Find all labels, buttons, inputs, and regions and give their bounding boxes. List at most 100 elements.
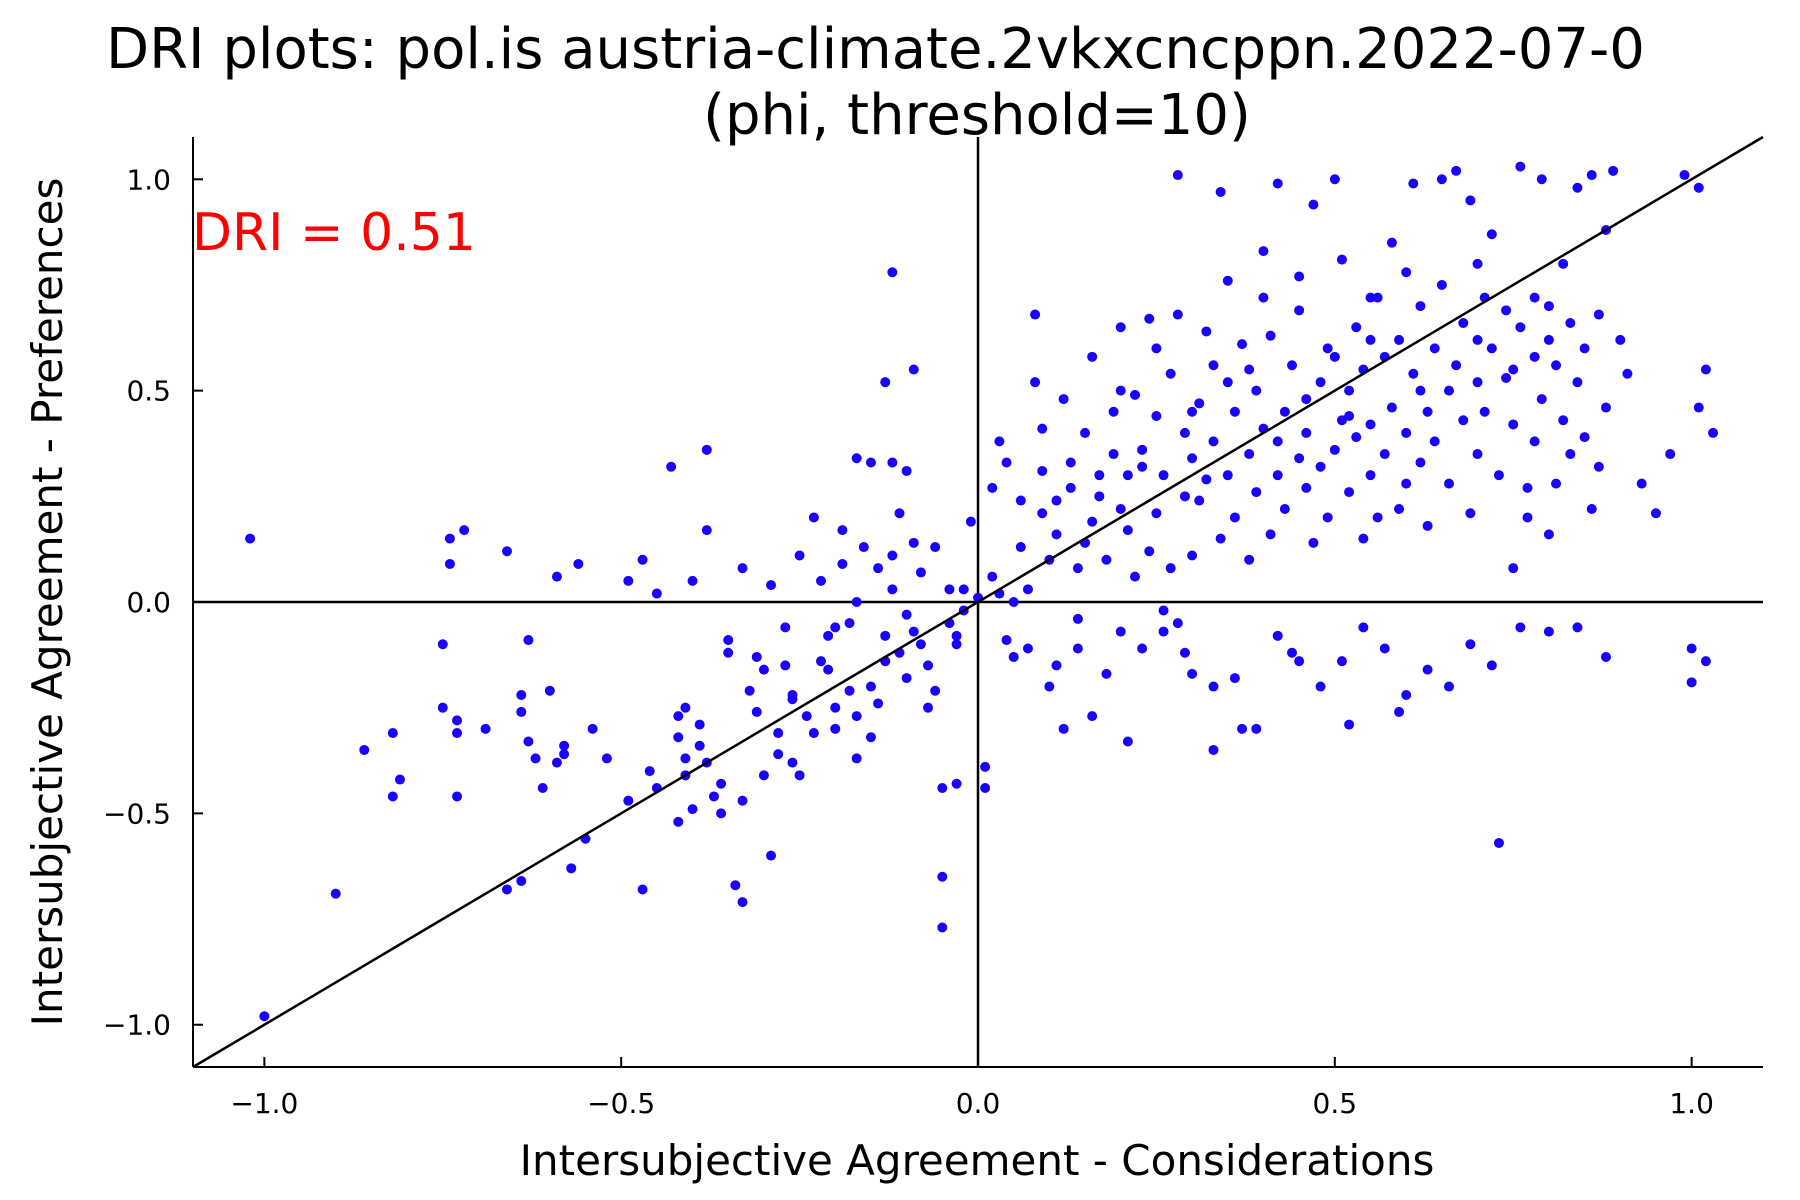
scatter-point [1208, 436, 1219, 447]
scatter-point [1615, 334, 1626, 345]
scatter-point [794, 550, 805, 561]
scatter-point [1151, 343, 1162, 354]
scatter-point [780, 660, 791, 671]
scatter-point [1444, 681, 1454, 692]
scatter-point [1037, 508, 1048, 519]
scatter-point [452, 728, 463, 739]
scatter-point [816, 656, 826, 667]
scatter-point [887, 550, 898, 561]
scatter-point [1301, 394, 1312, 405]
scatter-point [394, 774, 405, 785]
scatter-point [1529, 292, 1540, 303]
scatter-point [1401, 478, 1412, 489]
scatter-point [1130, 571, 1140, 582]
scatter-point [908, 626, 919, 637]
y-tick-label: −0.5 [103, 797, 171, 830]
scatter-point [694, 740, 705, 751]
scatter-point [858, 542, 869, 553]
scatter-point [808, 512, 819, 523]
scatter-point [1137, 461, 1148, 472]
scatter-point [980, 783, 991, 793]
scatter-point [1208, 681, 1219, 692]
y-tick-label: −1.0 [103, 1009, 171, 1042]
scatter-point [1294, 453, 1305, 464]
scatter-point [452, 791, 463, 802]
scatter-point [1529, 351, 1540, 362]
scatter-point [1422, 664, 1433, 675]
scatter-point [1101, 554, 1112, 565]
scatter-point [1693, 402, 1704, 413]
scatter-point [1365, 334, 1376, 345]
scatter-point [1501, 372, 1512, 383]
scatter-point [1536, 174, 1547, 185]
scatter-point [1151, 508, 1162, 519]
scatter-point [923, 702, 934, 713]
scatter-point [1415, 301, 1426, 312]
scatter-point [1272, 470, 1283, 481]
scatter-point [1272, 630, 1283, 641]
scatter-point [930, 542, 941, 553]
scatter-point [1336, 656, 1347, 667]
scatter-point [1187, 406, 1198, 417]
scatter-point [1436, 279, 1447, 290]
scatter-point [1065, 482, 1076, 493]
scatter-point [851, 597, 862, 607]
scatter-point [680, 753, 691, 764]
scatter-point [1551, 360, 1562, 371]
scatter-point [1172, 618, 1183, 629]
scatter-point [1094, 491, 1105, 502]
scatter-point [516, 706, 527, 717]
scatter-point [744, 685, 755, 696]
scatter-point [723, 647, 734, 658]
scatter-point [1144, 313, 1155, 324]
scatter-point [1201, 474, 1212, 485]
scatter-point [751, 706, 762, 717]
scatter-point [637, 884, 648, 895]
scatter-point [1108, 449, 1119, 460]
scatter-point [1351, 322, 1362, 333]
y-tick-label: 1.0 [126, 163, 171, 196]
scatter-point [1315, 377, 1326, 388]
scatter-point [387, 791, 398, 802]
scatter-point [1279, 504, 1290, 514]
scatter-point [1593, 461, 1604, 472]
scatter-point [887, 267, 898, 278]
scatter-point [1229, 673, 1240, 684]
scatter-point [1122, 525, 1133, 536]
scatter-point [758, 770, 769, 781]
scatter-point [915, 639, 926, 650]
scatter-point [880, 377, 891, 388]
scatter-point [1472, 449, 1483, 460]
scatter-point [1315, 461, 1326, 472]
scatter-point [965, 516, 976, 527]
scatter-point [559, 749, 570, 760]
scatter-point [1237, 723, 1248, 734]
scatter-point [1122, 736, 1133, 747]
scatter-point [730, 880, 741, 891]
scatter-point [1486, 229, 1497, 240]
scatter-point [737, 795, 748, 806]
scatter-point [1429, 436, 1440, 447]
scatter-point [1465, 195, 1476, 206]
scatter-point [865, 681, 876, 692]
scatter-point [651, 588, 662, 599]
x-tick-label: −0.5 [587, 1087, 655, 1120]
scatter-point [1508, 419, 1519, 430]
scatter-point [1137, 444, 1148, 455]
scatter-points [245, 161, 1719, 1022]
scatter-point [1700, 656, 1711, 667]
scatter-point [1679, 170, 1690, 181]
scatter-point [1115, 626, 1126, 637]
plot-area: −1.0 −0.5 0.0 0.5 1.0 −1.0 −0.5 0.0 0.5 1.0 [103, 135, 1764, 1120]
scatter-point [1472, 334, 1483, 345]
scatter-point [1379, 449, 1390, 460]
scatter-point [530, 753, 541, 764]
scatter-point [1172, 170, 1183, 181]
scatter-point [1415, 457, 1426, 468]
scatter-point [687, 804, 698, 815]
scatter-point [1051, 529, 1062, 540]
scatter-point [1358, 622, 1369, 633]
scatter-point [259, 1011, 270, 1022]
scatter-point [1094, 470, 1105, 481]
scatter-point [1515, 161, 1526, 172]
